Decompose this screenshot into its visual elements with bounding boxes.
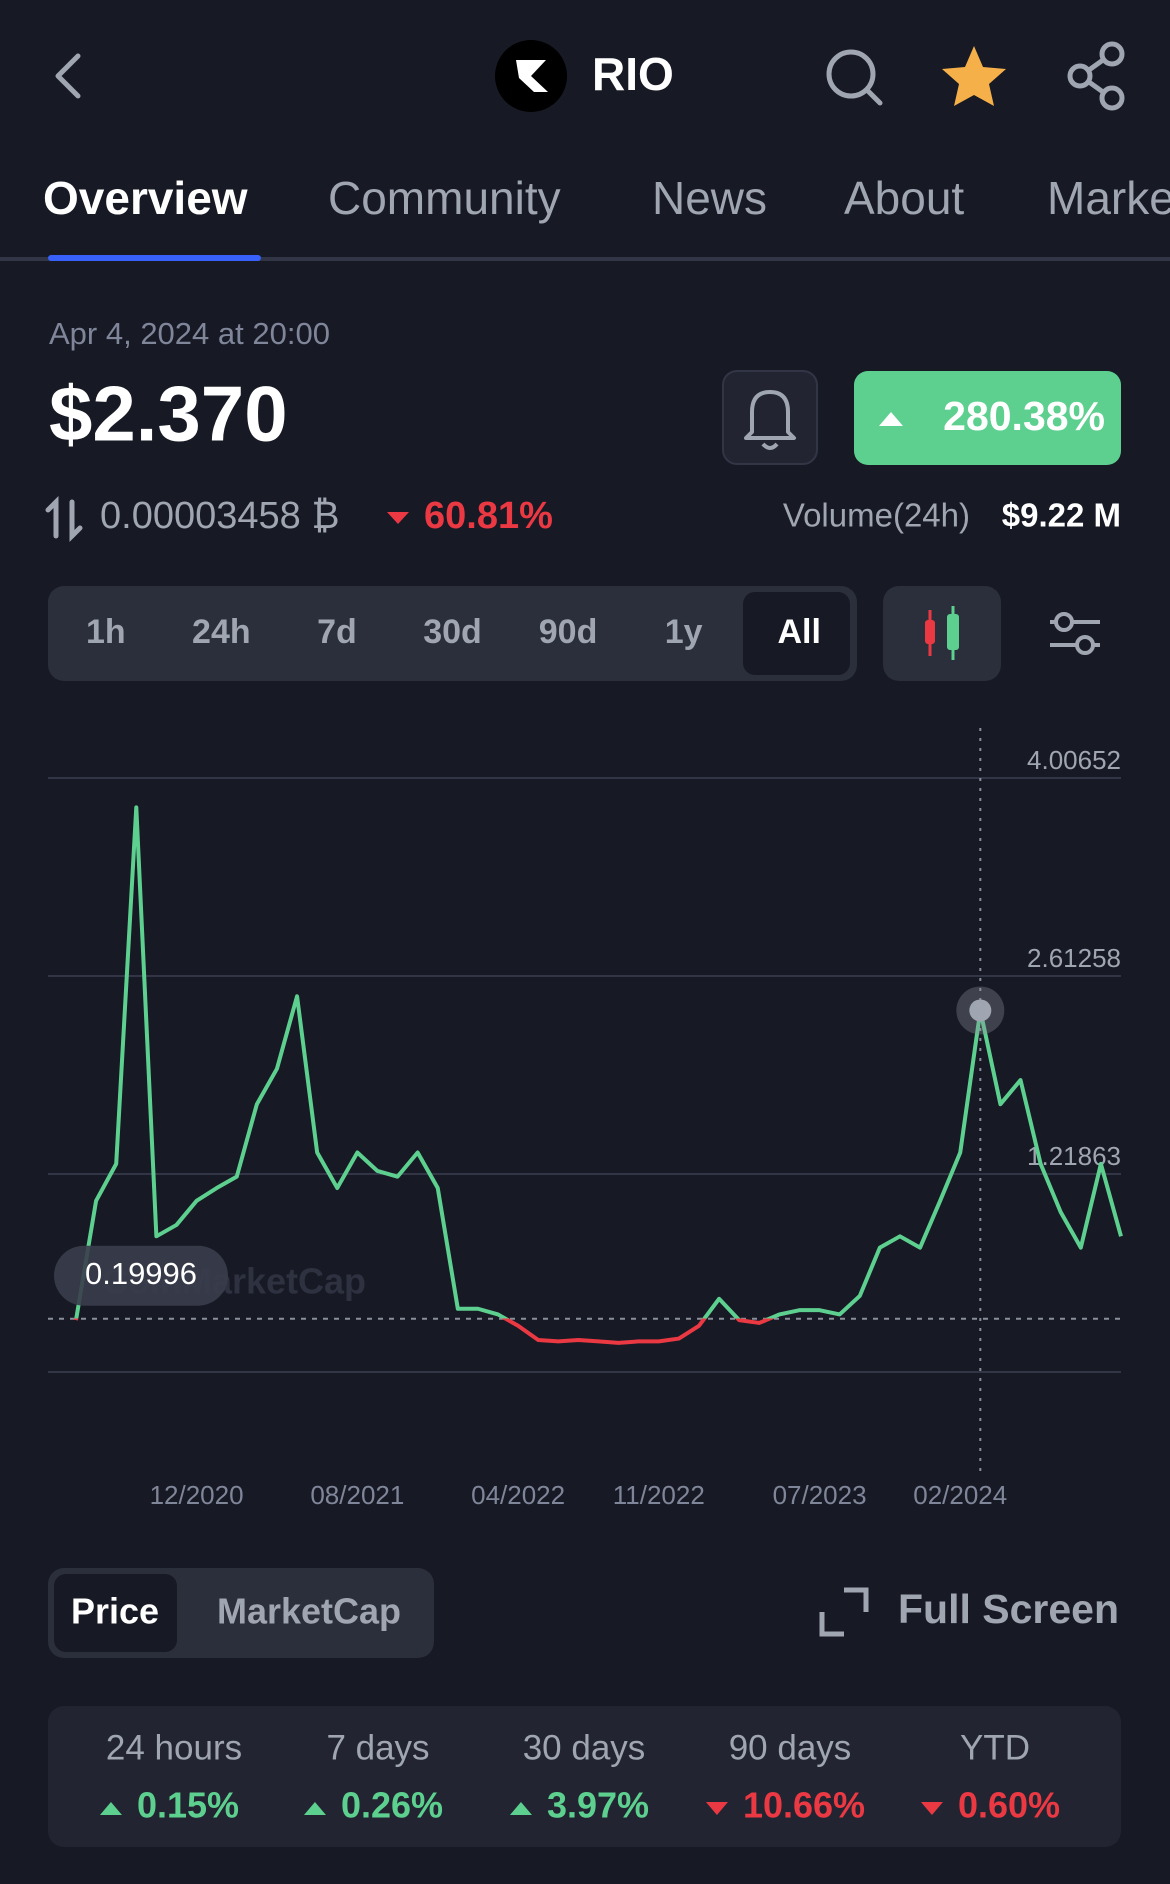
reference-label: 0.19996 <box>85 1256 197 1291</box>
share-button[interactable] <box>1067 41 1125 111</box>
tab[interactable]: Overview <box>43 172 248 224</box>
y-tick-label: 4.00652 <box>1027 745 1121 775</box>
tab-indicator <box>48 255 261 261</box>
x-tick-label: 02/2024 <box>913 1480 1007 1510</box>
search-button[interactable] <box>826 49 883 106</box>
tab[interactable]: About <box>844 172 964 224</box>
chart-settings[interactable] <box>1050 612 1100 655</box>
btc-change: 60.81% <box>424 495 553 537</box>
range-option[interactable]: 24h <box>192 613 251 651</box>
y-tick-label: 2.61258 <box>1027 943 1121 973</box>
range-selected <box>743 592 850 675</box>
crosshair-point <box>969 999 992 1022</box>
stat-value: 0.60% <box>958 1785 1060 1826</box>
full-screen-icon <box>819 1587 869 1637</box>
down-arrow <box>387 512 409 524</box>
mode-selected <box>54 1574 177 1652</box>
x-tick-label: 07/2023 <box>773 1480 867 1510</box>
tab[interactable]: News <box>652 172 767 224</box>
volume-label: Volume(24h) <box>783 497 970 534</box>
watchlist-star[interactable] <box>942 46 1006 106</box>
tab[interactable]: Markets <box>1047 172 1170 224</box>
range-option[interactable]: 1y <box>665 613 703 651</box>
up-arrow <box>99 1802 122 1815</box>
stats-panel <box>48 1706 1121 1847</box>
stat-value: 0.15% <box>137 1785 239 1826</box>
reference-pill <box>54 1245 228 1306</box>
stat-value: 0.26% <box>341 1785 443 1826</box>
price-change: 280.38% <box>943 393 1105 439</box>
change-badge <box>854 371 1121 465</box>
stat-value: 3.97% <box>547 1785 649 1826</box>
stat-label: 24 hours <box>106 1728 242 1767</box>
stat-label: YTD <box>960 1728 1030 1767</box>
stat-label: 7 days <box>326 1728 429 1767</box>
full-screen-button[interactable]: Full Screen <box>898 1586 1119 1632</box>
x-tick-label: 04/2022 <box>471 1480 565 1510</box>
back-button[interactable] <box>55 53 81 99</box>
coin-symbol: RIO <box>592 48 674 100</box>
x-tick-label: 12/2020 <box>150 1480 244 1510</box>
up-arrow <box>879 412 903 426</box>
coin-logo <box>495 40 567 112</box>
btc-price: 0.00003458 ₿ <box>100 495 339 537</box>
up-arrow <box>303 1802 326 1815</box>
mode-option[interactable]: Price <box>71 1591 159 1632</box>
candle-toggle[interactable] <box>883 586 1001 681</box>
price-line <box>74 805 1123 1345</box>
range-option[interactable]: 90d <box>539 613 598 651</box>
stat-label: 90 days <box>729 1728 852 1767</box>
timestamp: Apr 4, 2024 at 20:00 <box>49 316 330 351</box>
range-selector <box>48 586 857 681</box>
up-arrow <box>509 1802 532 1815</box>
mode-option[interactable]: MarketCap <box>217 1591 401 1632</box>
swap-icon <box>45 495 83 543</box>
stat-label: 30 days <box>523 1728 646 1767</box>
volume-value: $9.22 M <box>1002 497 1121 534</box>
range-option[interactable]: 7d <box>317 613 357 651</box>
range-option[interactable]: All <box>777 613 820 651</box>
price: $2.370 <box>49 370 288 458</box>
price-chart: 4.006522.612581.21863CoinMarketCap0.1999… <box>48 728 1123 1510</box>
down-arrow <box>705 1802 728 1815</box>
tab[interactable]: Community <box>328 172 561 224</box>
alert-button[interactable] <box>722 370 818 465</box>
x-tick-label: 11/2022 <box>613 1480 705 1510</box>
down-arrow <box>920 1802 943 1815</box>
stat-value: 10.66% <box>743 1785 865 1826</box>
range-option[interactable]: 1h <box>86 613 126 651</box>
x-tick-label: 08/2021 <box>310 1480 404 1510</box>
range-option[interactable]: 30d <box>423 613 482 651</box>
